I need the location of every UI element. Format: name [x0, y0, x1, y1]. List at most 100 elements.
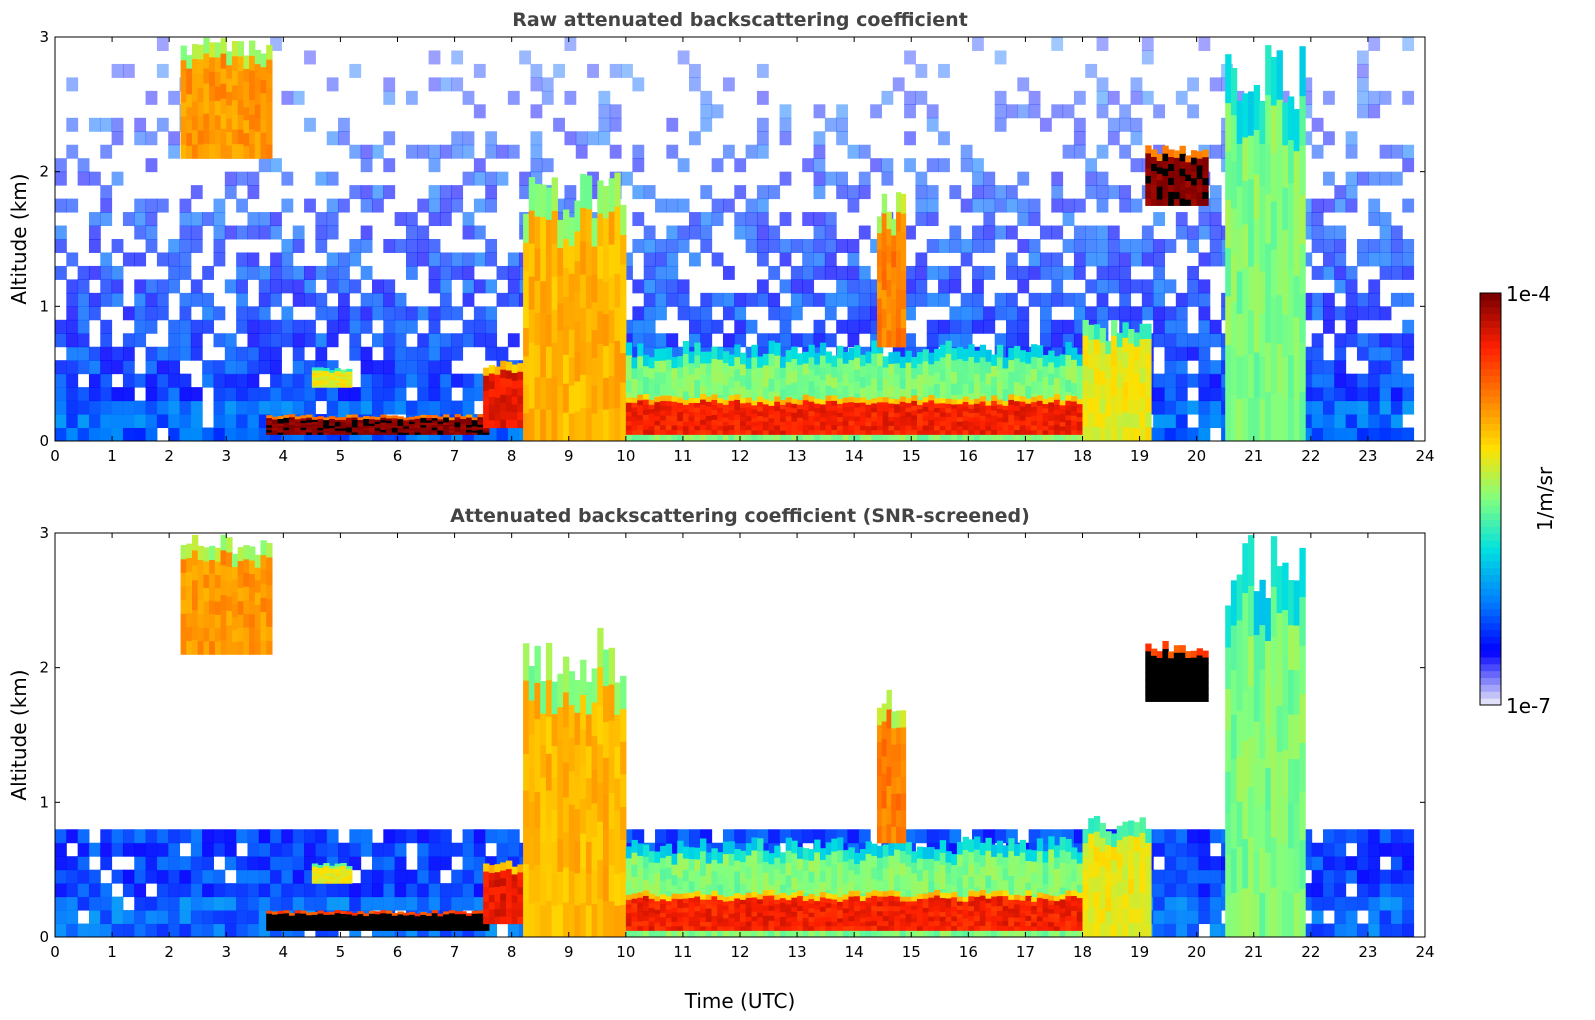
feature-cell: [306, 417, 313, 421]
feature-cell: [888, 407, 895, 413]
noise-cell: [417, 829, 430, 844]
feature-cell: [186, 106, 193, 121]
noise-cell: [77, 360, 90, 375]
feature-cell: [557, 385, 564, 414]
feature-cell: [380, 419, 387, 423]
noise-cell: [1390, 387, 1403, 402]
feature-cell: [1071, 370, 1078, 384]
feature-cell: [757, 388, 764, 400]
feature-cell: [1002, 417, 1009, 423]
noise-cell: [247, 252, 260, 267]
noise-cell: [179, 910, 192, 925]
noise-cell: [507, 842, 520, 857]
feature-cell: [1053, 356, 1061, 368]
noise-cell: [915, 63, 928, 78]
feature-cell: [1008, 399, 1015, 405]
feature-cell: [614, 273, 621, 308]
feature-cell: [197, 129, 205, 145]
noise-cell: [55, 869, 67, 884]
feature-cell: [859, 429, 867, 435]
noise-cell: [983, 306, 996, 321]
feature-cell: [1048, 397, 1055, 403]
feature-cell: [517, 419, 524, 429]
noise-cell: [134, 829, 147, 844]
noise-cell: [100, 400, 113, 415]
noise-cell: [1187, 427, 1199, 441]
feature-cell: [209, 100, 216, 116]
noise-cell: [1017, 171, 1030, 186]
noise-cell: [77, 346, 90, 361]
feature-cell: [346, 380, 353, 384]
feature-cell: [220, 38, 227, 54]
feature-cell: [631, 367, 638, 379]
feature-cell: [700, 429, 707, 435]
feature-cell: [368, 432, 376, 435]
noise-cell: [281, 90, 294, 105]
feature-cell: [1014, 429, 1021, 441]
noise-cell: [1323, 306, 1335, 321]
noise-cell: [66, 306, 79, 321]
feature-cell: [842, 351, 850, 364]
noise-cell: [451, 333, 464, 348]
feature-cell: [905, 429, 912, 441]
feature-cell: [494, 381, 501, 391]
noise-cell: [870, 333, 882, 348]
feature-cell: [391, 422, 399, 426]
noise-cell: [802, 252, 815, 267]
noise-cell: [473, 856, 486, 871]
noise-cell: [122, 360, 135, 375]
feature-cell: [865, 421, 872, 427]
feature-cell: [1014, 357, 1021, 371]
feature-cell: [642, 429, 650, 435]
noise-cell: [315, 225, 328, 240]
feature-cell: [528, 243, 536, 277]
noise-cell: [1085, 279, 1098, 294]
noise-cell: [383, 387, 396, 402]
feature-cell: [631, 378, 638, 390]
noise-cell: [655, 306, 667, 321]
x-tick-label: 14: [845, 447, 864, 465]
feature-cell: [1202, 198, 1209, 206]
feature-cell: [534, 248, 541, 281]
noise-cell: [462, 225, 475, 240]
feature-cell: [968, 429, 975, 435]
feature-cell: [1025, 403, 1032, 409]
feature-cell: [705, 373, 713, 386]
noise-cell: [1085, 252, 1098, 267]
feature-cell: [877, 415, 884, 421]
noise-cell: [1187, 225, 1199, 240]
noise-cell: [270, 265, 282, 280]
noise-cell: [315, 896, 328, 911]
feature-cell: [517, 387, 524, 396]
noise-cell: [55, 158, 67, 173]
feature-cell: [797, 425, 804, 431]
noise-cell: [439, 856, 452, 871]
feature-cell: [1025, 385, 1032, 398]
feature-cell: [1139, 382, 1146, 398]
noise-cell: [270, 346, 282, 361]
feature-cell: [180, 130, 187, 145]
feature-cell: [642, 387, 650, 399]
feature-cell: [1059, 376, 1066, 388]
noise-cell: [1198, 306, 1211, 321]
noise-cell: [439, 346, 452, 361]
feature-cell: [1099, 356, 1106, 371]
noise-cell: [224, 373, 237, 388]
feature-cell: [300, 427, 307, 431]
noise-cell: [77, 856, 90, 871]
feature-cell: [802, 399, 810, 406]
noise-cell: [541, 77, 554, 92]
feature-cell: [334, 372, 342, 376]
feature-cell: [877, 297, 883, 315]
noise-cell: [813, 185, 826, 200]
noise-cell: [960, 144, 973, 159]
noise-cell: [292, 292, 305, 307]
feature-cell: [597, 408, 604, 441]
noise-cell: [745, 225, 758, 240]
feature-cell: [448, 417, 456, 421]
noise-cell: [847, 239, 860, 253]
noise-cell: [1379, 387, 1392, 402]
noise-cell: [236, 346, 248, 361]
feature-cell: [1282, 314, 1289, 357]
noise-cell: [202, 869, 215, 884]
